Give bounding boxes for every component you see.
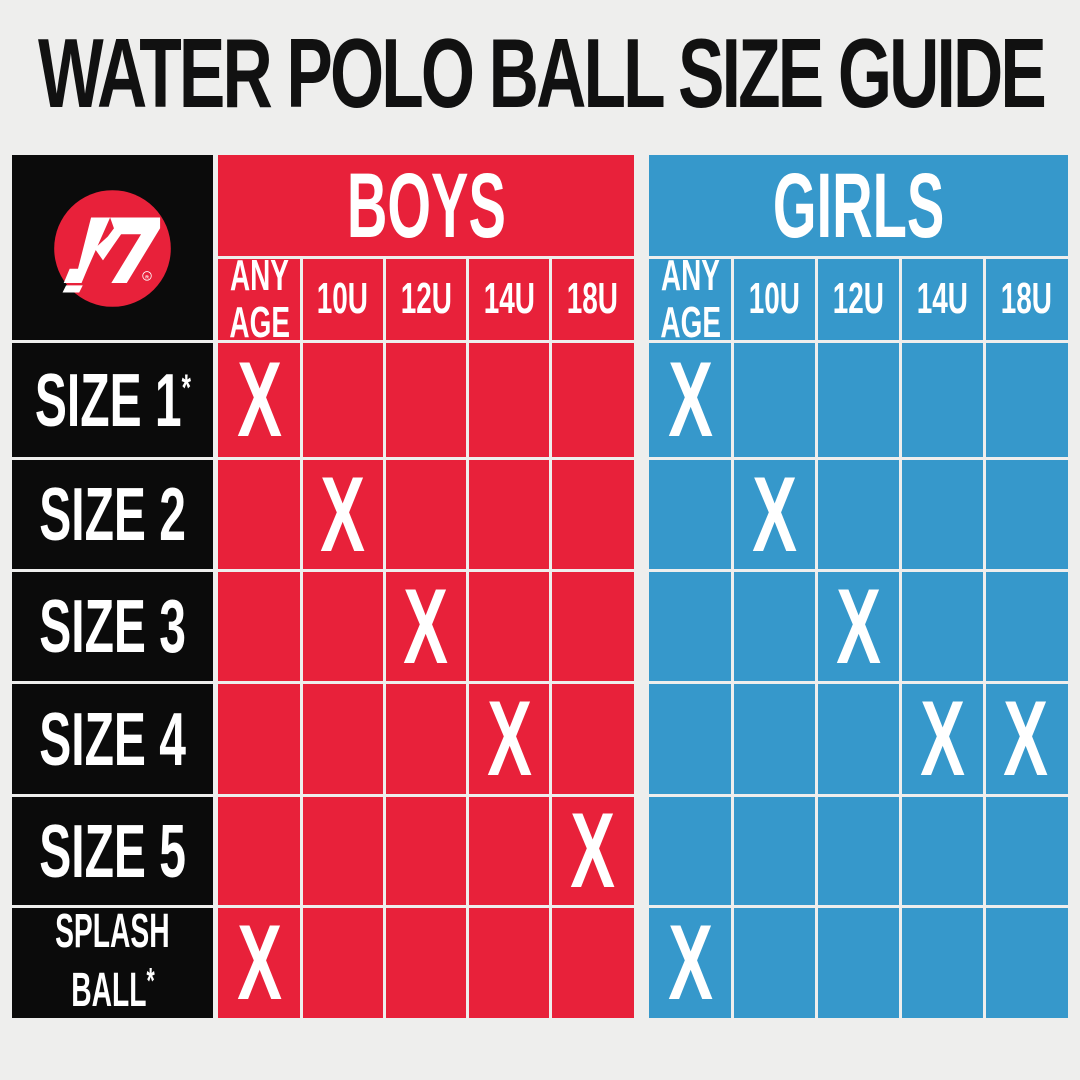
svg-text:R: R bbox=[145, 274, 149, 280]
